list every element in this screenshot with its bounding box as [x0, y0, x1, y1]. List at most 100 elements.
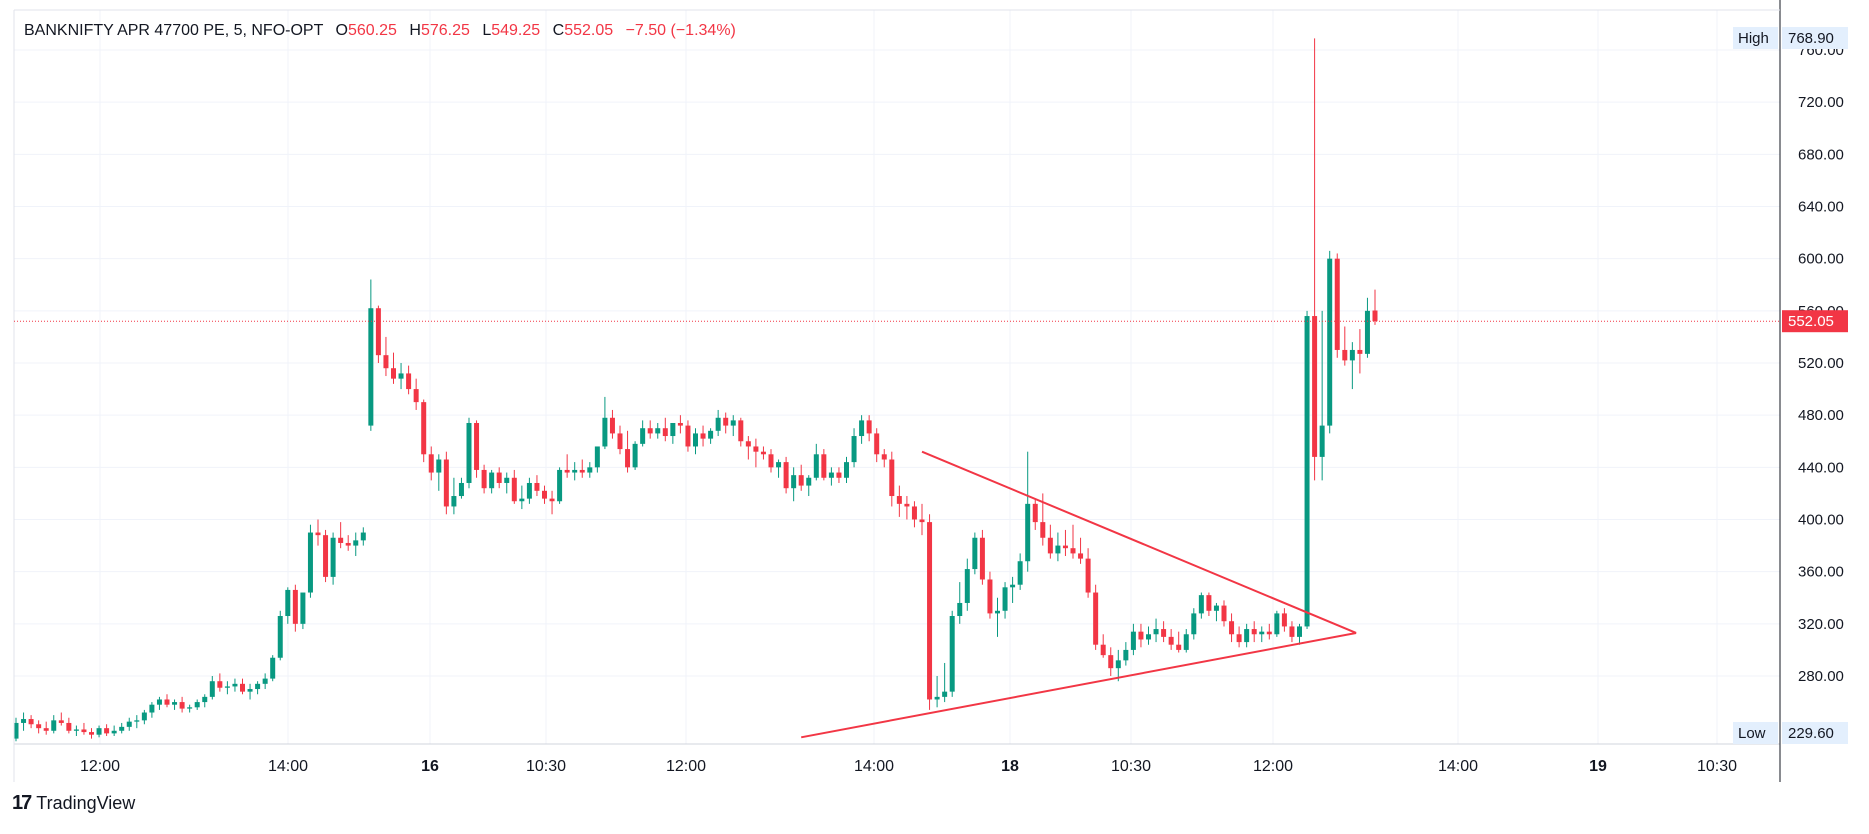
x-tick-label: 14:00 [268, 758, 308, 775]
candle [73, 725, 79, 736]
x-tick-label: 12:00 [1253, 758, 1293, 775]
candle-body [866, 420, 872, 434]
candle-body [1229, 621, 1235, 635]
candle [851, 428, 857, 468]
candle-body [919, 519, 925, 523]
candle [247, 683, 253, 700]
candle-body [232, 683, 238, 687]
candle [1319, 310, 1325, 481]
candle [1304, 310, 1310, 630]
low-tag-label: Low [1738, 725, 1766, 742]
candle [315, 519, 321, 546]
candle-body [995, 610, 1000, 614]
candle [89, 728, 94, 739]
tradingview-logo-icon: 17 [12, 792, 32, 814]
candle-body [292, 589, 298, 624]
candle [828, 467, 834, 486]
candle-body [693, 433, 698, 447]
candle-body [96, 728, 102, 735]
candle [655, 422, 661, 439]
candle-body [1357, 349, 1363, 354]
y-tick-label: 600.00 [1798, 251, 1844, 268]
candle [323, 529, 329, 583]
candle-body [602, 417, 608, 447]
candle-body [466, 422, 472, 483]
candle [564, 454, 570, 478]
candle [979, 529, 985, 585]
candle [1289, 621, 1295, 643]
candle [534, 475, 540, 497]
candle [307, 524, 313, 598]
candle-body [368, 308, 374, 426]
candle [557, 467, 563, 504]
candle [1123, 642, 1129, 666]
candle-body [458, 482, 464, 497]
candle [1115, 649, 1121, 682]
candle-body [209, 681, 215, 697]
candle-body [1108, 655, 1114, 669]
candle-body [1183, 634, 1189, 650]
candle [353, 532, 359, 557]
candle [911, 501, 917, 528]
high-value: 576.25 [420, 22, 470, 39]
candle [141, 709, 147, 725]
candle [587, 462, 593, 478]
candle [489, 469, 495, 494]
candle [217, 673, 223, 692]
candle-body [1138, 631, 1144, 640]
candle-body [1198, 595, 1204, 614]
candle [406, 365, 412, 395]
candle [881, 449, 887, 468]
candle [859, 415, 865, 444]
last-price-tag: 552.05 [1782, 310, 1848, 333]
candle [1047, 524, 1053, 559]
x-tick-label: 19 [1589, 758, 1607, 775]
x-tick-label: 12:00 [80, 758, 120, 775]
candle [119, 722, 125, 734]
candle-body [911, 506, 917, 520]
candle [1198, 592, 1204, 619]
tradingview-brand[interactable]: 17 TradingView [12, 792, 135, 815]
candle-body [798, 475, 804, 486]
candle [179, 696, 185, 713]
candle-body [662, 428, 668, 437]
candle [368, 279, 374, 431]
last-price-tag-value-bg [1782, 310, 1848, 333]
candle [866, 415, 872, 442]
candle [421, 399, 427, 463]
candle-body [149, 704, 155, 713]
candle [602, 396, 608, 450]
candle [1213, 602, 1219, 622]
candle [51, 715, 57, 734]
candle [617, 425, 623, 455]
candle-body [406, 373, 412, 390]
candle-body [187, 707, 193, 709]
candle [723, 412, 729, 434]
candle [43, 721, 49, 735]
candle-body [700, 433, 706, 439]
candle [708, 428, 714, 444]
candle [526, 477, 532, 504]
high-tag-label: High [1738, 30, 1769, 47]
candle [58, 712, 64, 726]
x-tick-label: 16 [421, 758, 439, 775]
candle-body [73, 729, 79, 731]
candle-body [1161, 629, 1167, 637]
y-tick-label: 320.00 [1798, 616, 1844, 633]
low-value: 549.25 [491, 22, 541, 39]
candle-body [685, 425, 691, 447]
candle [81, 722, 87, 735]
candle-body [1040, 522, 1046, 538]
candle-body [768, 454, 774, 468]
candle-body [874, 433, 880, 455]
candle-body [398, 373, 404, 379]
candle [224, 681, 230, 695]
candle [662, 417, 668, 442]
candle [1010, 576, 1016, 603]
candle [240, 678, 245, 695]
candle-body [1372, 310, 1378, 322]
candle-body [1093, 592, 1099, 645]
candle-body [594, 446, 600, 468]
